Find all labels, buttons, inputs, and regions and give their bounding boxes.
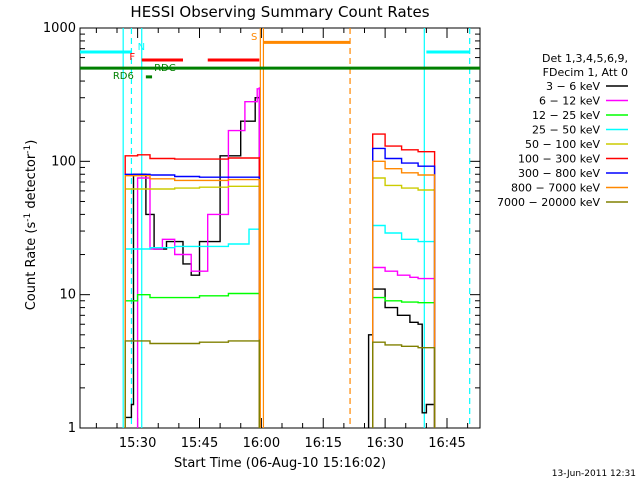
series-3-6-kev bbox=[124, 95, 260, 428]
legend-label: 6 − 12 keV bbox=[539, 95, 600, 108]
chart-title: HESSI Observing Summary Count Rates bbox=[130, 3, 429, 21]
rd6-flag-label: RD6 bbox=[113, 71, 134, 82]
saa-flag-label: S bbox=[251, 32, 257, 43]
y-axis: 1 10 100 1000 bbox=[43, 21, 480, 436]
series-7000-20000-kev bbox=[372, 341, 436, 428]
y-axis-label-sup2: -1 bbox=[23, 145, 33, 154]
series-25-50-kev bbox=[124, 227, 260, 428]
rdc-flag-label: RDC bbox=[154, 63, 176, 74]
y-axis-label-mid: detector bbox=[24, 153, 39, 213]
y-axis-label-sup1: -1 bbox=[23, 213, 33, 222]
legend-label: 3 − 6 keV bbox=[546, 80, 600, 93]
series-12-25-kev bbox=[372, 296, 436, 428]
series-50-100-kev bbox=[124, 185, 260, 428]
legend-label: 12 − 25 keV bbox=[532, 109, 600, 122]
series-6-12-kev bbox=[136, 87, 260, 428]
x-tick-label: 16:30 bbox=[366, 436, 403, 451]
y-tick-label: 1 bbox=[68, 421, 76, 436]
legend: Det 1,3,4,5,6,9,FDecim 1, Att 03 − 6 keV… bbox=[497, 52, 628, 209]
x-tick-label: 15:30 bbox=[119, 436, 156, 451]
count-rate-series bbox=[124, 87, 436, 428]
legend-header-line: FDecim 1, Att 0 bbox=[543, 66, 628, 79]
plot-frame bbox=[79, 27, 481, 429]
series-300-800-kev bbox=[124, 173, 260, 428]
y-tick-label: 10 bbox=[59, 288, 76, 303]
x-tick-label: 15:45 bbox=[181, 436, 218, 451]
legend-label: 50 − 100 keV bbox=[525, 138, 600, 151]
series-800-7000-kev bbox=[372, 160, 436, 428]
y-tick-label: 1000 bbox=[43, 21, 76, 36]
x-axis-label: Start Time (06-Aug-10 15:16:02) bbox=[174, 456, 386, 471]
legend-label: 7000 − 20000 keV bbox=[497, 196, 600, 209]
series-300-800-kev bbox=[372, 147, 436, 428]
x-tick-label: 16:15 bbox=[305, 436, 342, 451]
series-100-300-kev bbox=[372, 133, 436, 428]
y-axis-label-main: Count Rate (s bbox=[24, 222, 39, 311]
series-12-25-kev bbox=[124, 291, 260, 428]
series-25-50-kev bbox=[372, 224, 436, 428]
legend-label: 800 − 7000 keV bbox=[511, 182, 600, 195]
footer-date: 13-Jun-2011 12:31 bbox=[552, 469, 636, 479]
series-800-7000-kev bbox=[124, 175, 260, 428]
x-axis: 15:30 15:45 16:00 16:15 16:30 16:45 bbox=[95, 28, 469, 451]
series-7000-20000-kev bbox=[124, 339, 260, 428]
series-100-300-kev bbox=[124, 154, 260, 428]
legend-label: 100 − 300 keV bbox=[518, 153, 600, 166]
y-tick-label: 100 bbox=[51, 154, 76, 169]
x-tick-label: 16:45 bbox=[428, 436, 465, 451]
legend-label: 300 − 800 keV bbox=[518, 167, 600, 180]
attenuator-flag-bars: NF S RDC RD6 bbox=[80, 28, 480, 428]
y-axis-label-end: ) bbox=[24, 140, 39, 145]
y-axis-label: Count Rate (s-1 detector-1) bbox=[23, 140, 39, 311]
flare-flag-label: F bbox=[129, 52, 135, 63]
legend-label: 25 − 50 keV bbox=[532, 124, 600, 137]
legend-header-line: Det 1,3,4,5,6,9, bbox=[542, 52, 628, 65]
x-tick-label: 16:00 bbox=[243, 436, 280, 451]
night-flag-label: N bbox=[138, 42, 145, 53]
